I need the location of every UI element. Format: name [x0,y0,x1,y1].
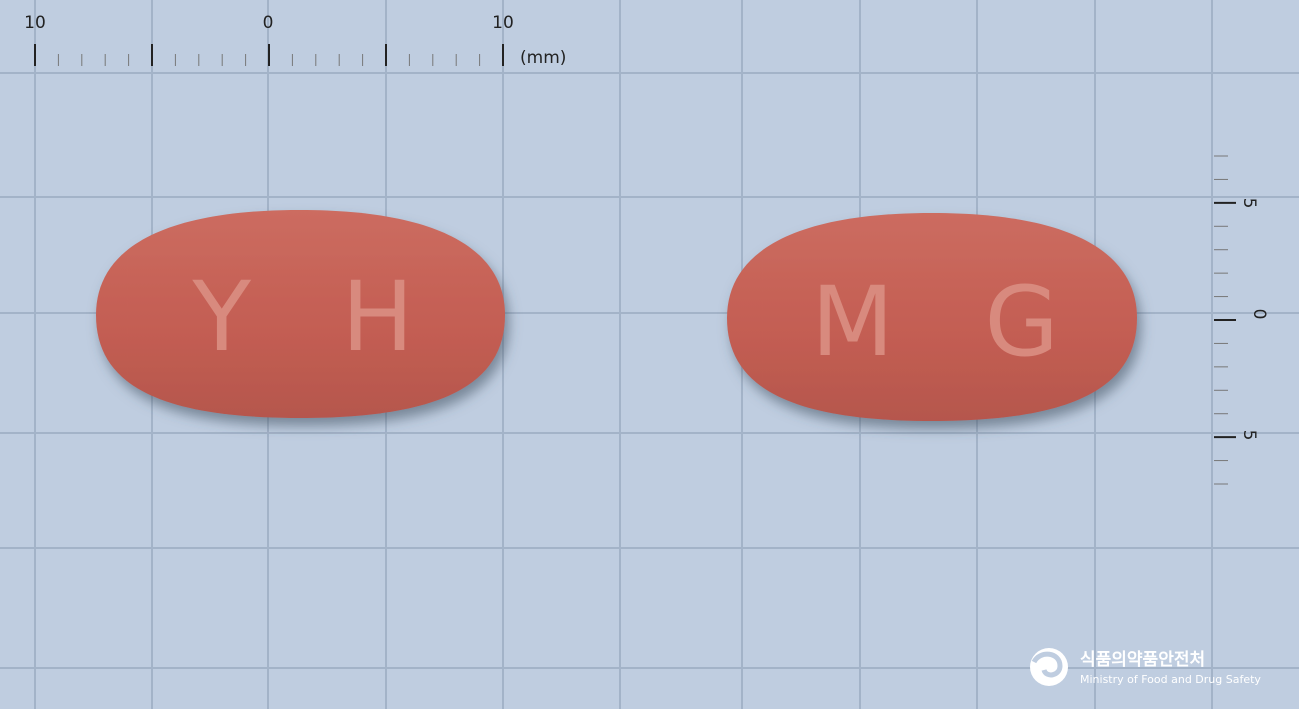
pill [727,213,1137,421]
pill [96,210,505,418]
ruler-label: 10 [492,13,514,33]
pill-imprint: M G [811,266,1089,378]
ruler-label: 10 [24,13,46,33]
logo-korean: 식품의약품안전처 [1080,649,1205,670]
ruler-label: 5 [1239,430,1259,441]
pill-imprint: Y H [191,261,443,373]
logo-english: Ministry of Food and Drug Safety [1080,673,1261,686]
ruler-unit: (mm) [520,48,566,68]
ruler-ticks [34,44,1236,485]
ruler-label: 5 [1239,198,1259,209]
ruler-label: 0 [1249,309,1269,320]
logo: 식품의약품안전처 Ministry of Food and Drug Safet… [1030,648,1261,686]
ruler-label: 0 [263,13,274,33]
